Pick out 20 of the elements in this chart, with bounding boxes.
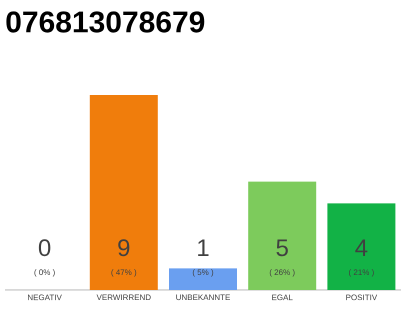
bar [248,182,316,290]
data-label: 9 [118,239,130,256]
annotation: ( 47% ) [111,269,136,277]
bar [90,94,158,290]
data-label: 1 [198,239,208,256]
x-tick-label: EGAL [272,294,293,300]
annotation: ( 5% ) [192,269,214,277]
data-label: 0 [38,239,50,256]
data-label: 4 [355,239,368,256]
x-tick-label: VERWIRREND [96,294,151,300]
bar [327,203,396,290]
x-tick-label: POSITIV [346,294,378,300]
annotation: ( 21% ) [349,269,374,277]
chart-title: 076813078679 [6,11,204,33]
x-tick-label: NEGATIV [28,294,62,300]
annotation: ( 0% ) [34,269,55,277]
annotation: ( 26% ) [270,269,295,277]
data-label: 5 [276,239,288,256]
bar [169,268,237,290]
x-tick-label: UNBEKANNTE [176,294,230,300]
